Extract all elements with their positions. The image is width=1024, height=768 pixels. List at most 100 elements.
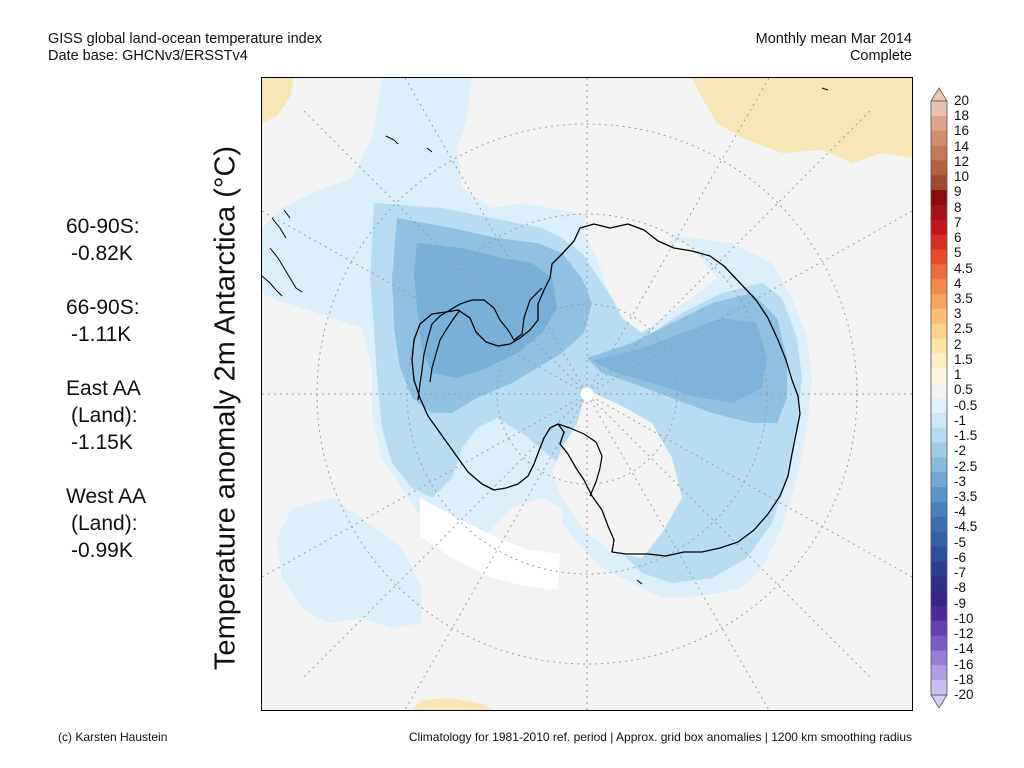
colorbar-tick-label: 1.5 — [954, 351, 973, 367]
warm-anomaly-top-right — [692, 78, 912, 163]
stat-west-aa-land: West AA (Land): -0.99K — [66, 483, 146, 564]
stat-66-90s: 66-90S: -1.11K — [66, 294, 146, 348]
warm-anomaly-top-left — [262, 78, 294, 123]
colorbar-cell — [931, 531, 947, 547]
colorbar-cell — [931, 130, 947, 146]
stat-value: -0.82K — [71, 242, 133, 265]
south-pole-marker — [580, 387, 594, 401]
colorbar-cell — [931, 264, 947, 280]
colorbar-tick-label: 3.5 — [954, 291, 973, 306]
colorbar-cell — [931, 457, 947, 473]
colorbar-cell — [931, 160, 947, 176]
colorbar-tick-label: -9 — [954, 595, 967, 611]
colorbar-tick-label: -14 — [954, 641, 974, 657]
stat-60-90s: 60-90S: -0.82K — [66, 213, 146, 267]
colorbar-cell — [931, 145, 947, 161]
colorbar-cell — [931, 665, 947, 681]
colorbar-cell — [931, 279, 947, 295]
cold-anomaly-east-core — [592, 318, 767, 403]
colorbar-tick-label: -8 — [954, 580, 967, 596]
colorbar-bottom-arrow — [930, 694, 948, 709]
colorbar-tick-label: -3.5 — [954, 489, 978, 504]
colorbar-tick-label: -1 — [954, 412, 967, 428]
colorbar-tick-label: 18 — [954, 108, 970, 124]
missing-data-arc — [420, 498, 560, 590]
colorbar-tick-label: 14 — [954, 138, 970, 154]
colorbar-cell — [931, 338, 947, 354]
near-zero-zone-south — [552, 390, 682, 558]
colorbar-cell — [931, 546, 947, 562]
colorbar-tick-label: 2 — [954, 336, 962, 352]
colorbar-cell — [931, 561, 947, 577]
colorbar-tick-label: 12 — [954, 153, 970, 169]
colorbar-cell — [931, 353, 947, 369]
colorbar-tick-label: -4.5 — [954, 519, 978, 535]
colorbar-tick-label: -2.5 — [954, 458, 978, 474]
colorbar-cell — [931, 487, 947, 503]
colorbar-tick-label: 10 — [954, 169, 970, 185]
colorbar-tick-label: -10 — [954, 610, 974, 626]
colorbar-cell — [931, 680, 947, 696]
stat-value: -1.11K — [71, 323, 132, 346]
colorbar-cell — [931, 635, 947, 651]
stat-label: West AA — [66, 485, 147, 508]
colorbar-cell — [931, 383, 947, 399]
colorbar-tick-label: 4 — [954, 275, 962, 291]
colorbar-tick-label: -6 — [954, 549, 967, 565]
footer-note: Climatology for 1981-2010 ref. period | … — [408, 730, 912, 744]
colorbar-cell — [931, 650, 947, 666]
colorbar-cell — [931, 605, 947, 622]
colorbar — [930, 87, 948, 709]
colorbar-cell — [931, 516, 947, 533]
stat-sublabel: (Land): — [71, 404, 138, 427]
status-label: Complete — [849, 48, 912, 64]
colorbar-cell — [931, 412, 947, 429]
colorbar-tick-label: -7 — [954, 565, 967, 581]
stat-value: -0.99K — [71, 539, 133, 562]
colorbar-tick-label: -18 — [954, 671, 974, 687]
colorbar-cell — [931, 427, 947, 443]
colorbar-tick-label: -4 — [954, 504, 967, 520]
colorbar-tick-label: 8 — [954, 199, 962, 215]
colorbar-tick-label: -5 — [954, 534, 967, 550]
colorbar-axis-label: Temperature anomaly 2m Antarctica (°C) — [209, 145, 242, 671]
colorbar-tick-label: 7 — [954, 214, 962, 230]
colorbar-cell — [931, 115, 947, 132]
stat-value: -1.15K — [71, 431, 133, 454]
colorbar-outline — [930, 100, 948, 696]
colorbar-tick-label: -3 — [954, 473, 967, 489]
colorbar-cell — [931, 442, 947, 458]
colorbar-tick-label: 0.5 — [954, 382, 973, 398]
map-header-right: Monthly mean Mar 2014 Complete — [756, 31, 912, 65]
colorbar-top-arrow — [930, 87, 948, 102]
antarctic-peninsula — [417, 287, 543, 401]
cold-anomaly-west-core — [414, 243, 557, 378]
colorbar-tick-label: 5 — [954, 245, 962, 261]
colorbar-tick-label: 4.5 — [954, 260, 973, 276]
colorbar-cell — [931, 294, 947, 310]
stat-sublabel: (Land): — [71, 512, 138, 535]
warm-anomaly-bottom — [412, 698, 492, 710]
colorbar-tick-label: 2.5 — [954, 321, 973, 337]
colorbar-tick-label: -16 — [954, 656, 974, 672]
colorbar-cell — [931, 368, 947, 384]
region-stats: 60-90S: -0.82K 66-90S: -1.11K East AA (L… — [66, 213, 146, 591]
colorbar-cell — [931, 190, 947, 206]
colorbar-tick-label: 6 — [954, 230, 962, 246]
colorbar-cell — [931, 234, 947, 250]
colorbar-cell — [931, 472, 947, 488]
colorbar-tick-label: 1 — [954, 367, 962, 383]
colorbar-cell — [931, 219, 947, 236]
colorbar-cell — [931, 249, 947, 265]
colorbar-cell — [931, 576, 947, 592]
stat-label: East AA — [66, 377, 141, 400]
colorbar-cell — [931, 620, 947, 636]
map-title: GISS global land-ocean temperature index — [48, 31, 323, 47]
colorbar-cell — [931, 204, 947, 221]
antarctica-anomaly-map — [261, 77, 913, 711]
colorbar-cell — [931, 308, 947, 325]
stat-label: 66-90S: — [66, 296, 140, 319]
colorbar-cell — [931, 323, 947, 339]
colorbar-cell — [931, 398, 947, 414]
database-label: Date base: GHCNv3/ERSSTv4 — [48, 48, 248, 64]
